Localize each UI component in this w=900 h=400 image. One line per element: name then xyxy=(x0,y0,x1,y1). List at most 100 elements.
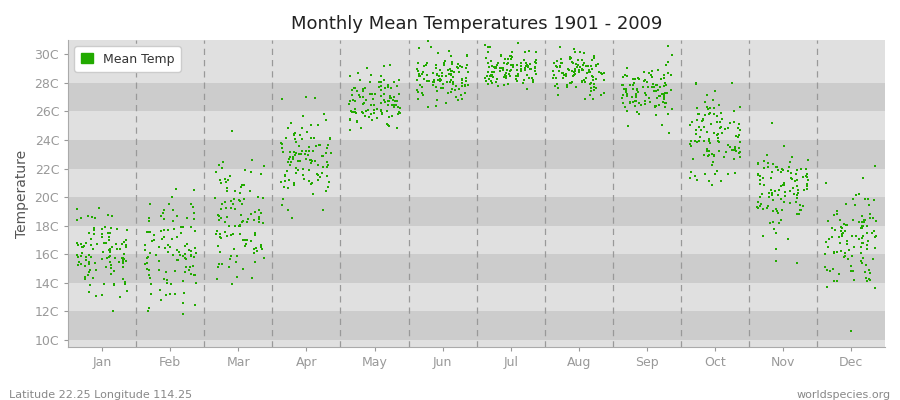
Point xyxy=(82,259,96,265)
Point xyxy=(862,270,877,276)
Point xyxy=(652,92,666,99)
Point xyxy=(103,229,117,236)
Point xyxy=(589,76,603,82)
Point xyxy=(712,148,726,154)
Point xyxy=(441,90,455,97)
Point xyxy=(116,259,130,265)
Point xyxy=(629,91,643,97)
Point xyxy=(82,260,96,266)
Point xyxy=(454,83,469,89)
Point xyxy=(233,183,248,190)
Point xyxy=(164,281,178,288)
Point xyxy=(87,227,102,233)
Point xyxy=(231,222,246,229)
Point xyxy=(414,71,428,77)
Point xyxy=(769,206,783,212)
Point xyxy=(482,64,496,71)
Point xyxy=(458,78,473,84)
Point xyxy=(116,264,130,270)
Point xyxy=(860,238,875,244)
Point xyxy=(435,73,449,79)
Point xyxy=(723,119,737,126)
Point xyxy=(176,278,191,285)
Point xyxy=(586,96,600,102)
Point xyxy=(82,269,96,275)
Point xyxy=(148,252,163,258)
Point xyxy=(752,177,767,183)
Point xyxy=(105,213,120,220)
Point xyxy=(119,242,133,249)
Point xyxy=(430,50,445,56)
Point xyxy=(218,218,232,225)
Point xyxy=(583,80,598,86)
Point xyxy=(184,264,198,270)
Point xyxy=(733,149,747,155)
Point xyxy=(504,56,518,62)
Point xyxy=(296,166,310,172)
Point xyxy=(482,73,497,80)
Point xyxy=(186,263,201,269)
Point xyxy=(527,67,542,74)
Point xyxy=(211,264,225,271)
Point xyxy=(311,142,326,148)
Point xyxy=(212,243,226,249)
Point xyxy=(702,178,716,184)
Point xyxy=(710,132,724,138)
Point xyxy=(283,162,297,168)
Point xyxy=(661,59,675,65)
Point xyxy=(369,106,383,112)
Point xyxy=(509,62,524,68)
Point xyxy=(822,236,836,242)
Point xyxy=(641,84,655,90)
Point xyxy=(721,170,735,177)
Point xyxy=(554,63,568,69)
Point xyxy=(322,179,337,186)
Point xyxy=(566,72,580,79)
Point xyxy=(71,254,86,260)
Point xyxy=(586,76,600,83)
Point xyxy=(661,43,675,49)
Title: Monthly Mean Temperatures 1901 - 2009: Monthly Mean Temperatures 1901 - 2009 xyxy=(291,15,662,33)
Point xyxy=(564,59,579,66)
Point xyxy=(309,143,323,149)
Point xyxy=(159,292,174,298)
Point xyxy=(452,69,466,75)
Point xyxy=(178,269,193,276)
Point xyxy=(661,59,675,65)
Point xyxy=(95,248,110,255)
Point xyxy=(226,230,240,237)
Point xyxy=(846,216,860,223)
Point xyxy=(647,104,662,110)
Point xyxy=(288,130,302,136)
Point xyxy=(697,152,711,158)
Point xyxy=(648,103,662,109)
Point xyxy=(444,89,458,96)
Point xyxy=(862,202,877,208)
Point xyxy=(293,158,308,164)
Point xyxy=(639,92,653,98)
Point xyxy=(769,258,783,264)
Point xyxy=(81,212,95,219)
Point xyxy=(854,225,868,231)
Point xyxy=(453,63,467,70)
Point xyxy=(170,247,184,254)
Point xyxy=(710,134,724,141)
Point xyxy=(69,217,84,224)
Point xyxy=(391,82,405,89)
Point xyxy=(766,208,780,214)
Point xyxy=(439,99,454,106)
Point xyxy=(275,202,290,208)
Point xyxy=(302,156,317,163)
Point xyxy=(420,78,435,84)
Point xyxy=(637,98,652,104)
Point xyxy=(437,62,452,69)
Point xyxy=(304,158,319,164)
Point xyxy=(154,213,168,219)
Point xyxy=(654,122,669,128)
Point xyxy=(550,63,564,70)
Point xyxy=(374,78,389,85)
Point xyxy=(637,69,652,75)
Point xyxy=(557,72,572,78)
Point xyxy=(451,96,465,103)
Point xyxy=(344,108,358,114)
